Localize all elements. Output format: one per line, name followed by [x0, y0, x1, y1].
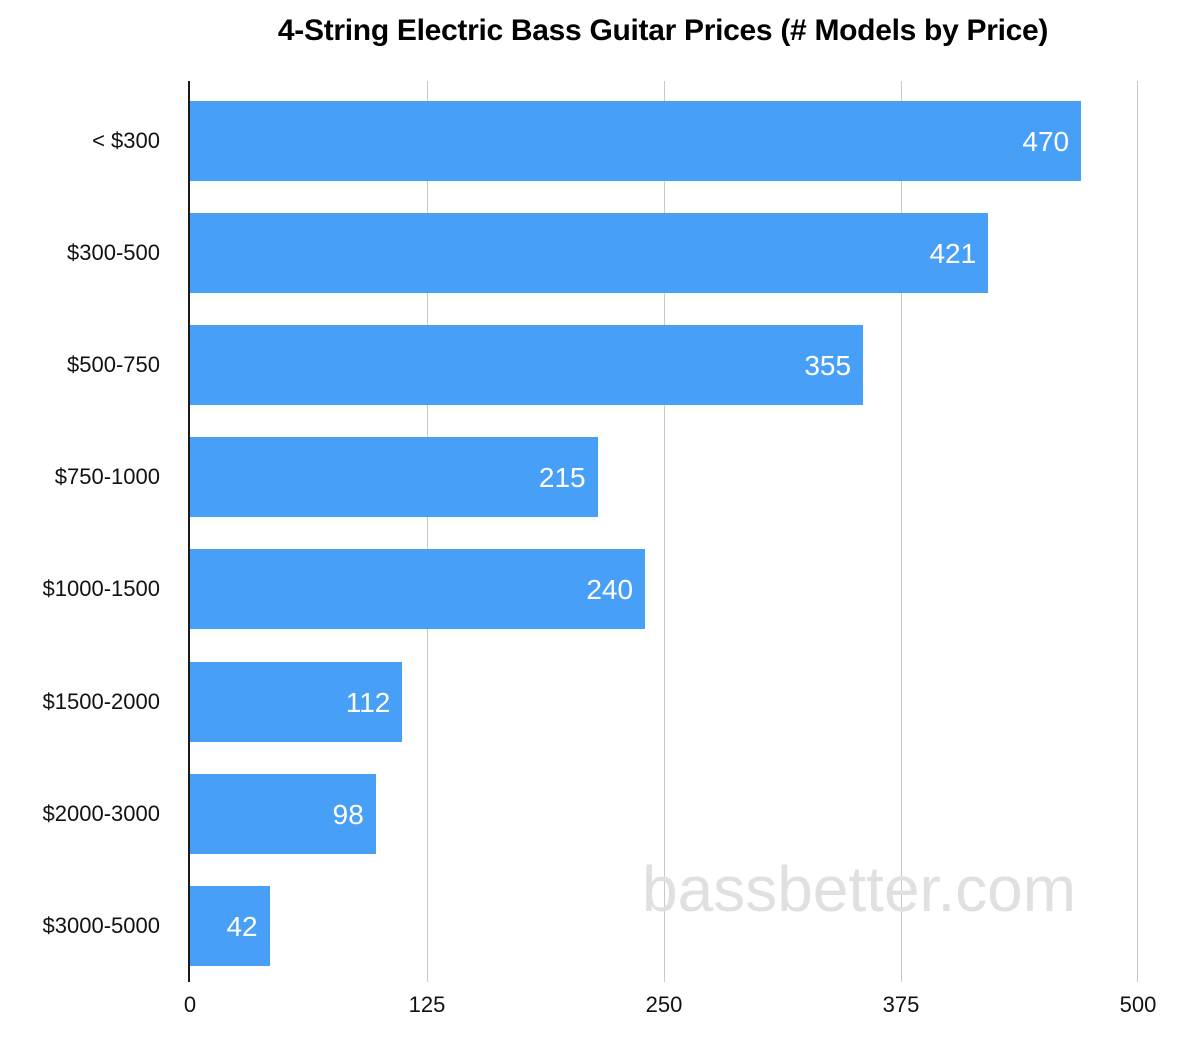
bar-value-label: 112 — [345, 686, 391, 718]
bar-value-label: 42 — [226, 910, 258, 942]
x-tick-label: 500 — [1119, 992, 1157, 1017]
gridline — [1137, 81, 1138, 982]
y-axis-line — [188, 81, 190, 982]
gridline — [901, 81, 902, 982]
category-label: $3000-5000 — [42, 912, 160, 938]
gridline — [664, 81, 665, 982]
category-label: < $300 — [92, 128, 160, 153]
bar: 240 — [190, 549, 646, 630]
bar-value-label: 215 — [538, 462, 586, 494]
bar: 421 — [190, 213, 989, 294]
x-tick-label: 125 — [408, 992, 446, 1017]
bar-value-label: 355 — [804, 350, 852, 382]
x-tick-label: 250 — [645, 992, 683, 1017]
chart-title: 4-String Electric Bass Guitar Prices (# … — [277, 14, 1049, 47]
plot-area: 470 421 355 215 240 112 98 42 — [188, 81, 1138, 982]
bar-value-label: 240 — [586, 574, 634, 606]
gridline — [427, 81, 428, 982]
category-label: $300-500 — [67, 240, 160, 266]
bar-value-label: 98 — [332, 798, 364, 830]
category-label: $750-1000 — [54, 464, 160, 490]
bar-value-label: 470 — [1022, 126, 1070, 157]
category-label: $2000-3000 — [42, 800, 160, 826]
bar: 42 — [190, 885, 270, 966]
category-label: $1000-1500 — [42, 576, 160, 602]
bar: 112 — [190, 661, 403, 742]
category-label: $1500-2000 — [42, 688, 160, 714]
bar: 470 — [190, 101, 1082, 181]
bar: 215 — [190, 437, 598, 518]
bar-value-label: 421 — [929, 238, 977, 270]
bar: 98 — [190, 773, 376, 854]
x-tick-label: 0 — [183, 992, 197, 1017]
x-tick-label: 375 — [882, 992, 920, 1017]
bar: 355 — [190, 325, 864, 406]
category-label: $500-750 — [67, 352, 160, 378]
watermark: bassbetter.com — [642, 853, 1076, 925]
